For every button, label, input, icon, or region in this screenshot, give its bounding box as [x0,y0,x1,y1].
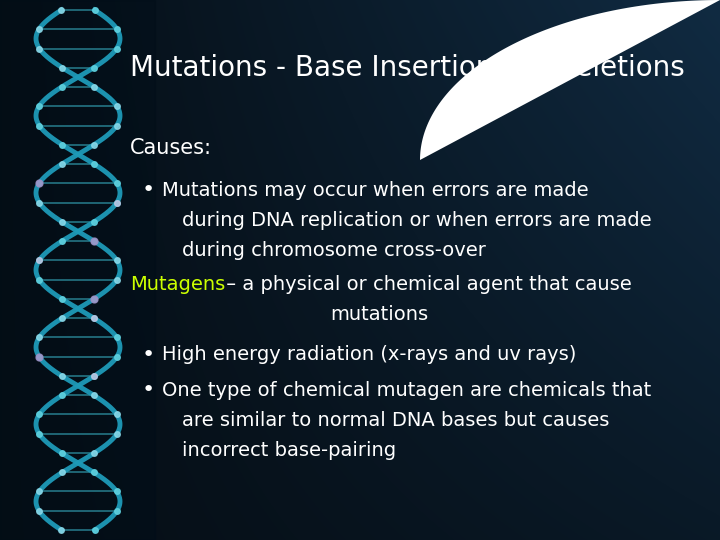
Text: are similar to normal DNA bases but causes: are similar to normal DNA bases but caus… [182,410,609,429]
Text: during DNA replication or when errors are made: during DNA replication or when errors ar… [182,211,652,229]
Text: •: • [142,345,156,365]
Text: during chromosome cross-over: during chromosome cross-over [182,240,486,260]
Text: •: • [142,180,156,200]
Text: – a physical or chemical agent that cause: – a physical or chemical agent that caus… [220,275,631,294]
Text: One type of chemical mutagen are chemicals that: One type of chemical mutagen are chemica… [162,381,652,400]
Polygon shape [420,0,720,160]
Text: Causes:: Causes: [130,138,212,158]
Text: •: • [142,380,156,400]
Text: mutations: mutations [330,306,428,325]
Text: Mutations may occur when errors are made: Mutations may occur when errors are made [162,180,589,199]
Text: High energy radiation (x-rays and uv rays): High energy radiation (x-rays and uv ray… [162,346,577,365]
Text: Mutagens: Mutagens [130,275,225,294]
Bar [0,0,155,540]
Text: Mutations - Base Insertions or Deletions: Mutations - Base Insertions or Deletions [130,54,685,82]
Text: incorrect base-pairing: incorrect base-pairing [182,441,396,460]
